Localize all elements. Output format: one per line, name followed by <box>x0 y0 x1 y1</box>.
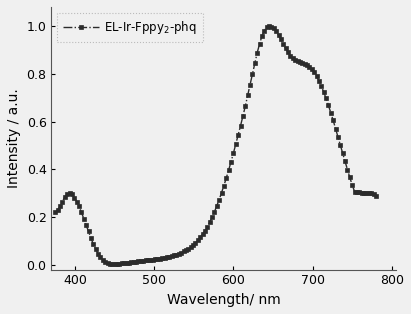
Line: EL-Ir-Fppy$_2$-phq: EL-Ir-Fppy$_2$-phq <box>53 24 378 266</box>
EL-Ir-Fppy$_2$-phq <box>319 84 324 88</box>
EL-Ir-Fppy$_2$-phq <box>53 210 58 214</box>
Y-axis label: Intensity / a.u.: Intensity / a.u. <box>7 89 21 188</box>
EL-Ir-Fppy$_2$-phq <box>179 251 184 255</box>
EL-Ir-Fppy$_2$-phq <box>91 242 96 246</box>
EL-Ir-Fppy$_2$-phq <box>316 79 321 83</box>
EL-Ir-Fppy$_2$-phq <box>321 90 326 94</box>
X-axis label: Wavelength/ nm: Wavelength/ nm <box>167 293 280 307</box>
EL-Ir-Fppy$_2$-phq <box>374 194 379 198</box>
EL-Ir-Fppy$_2$-phq <box>112 262 117 266</box>
Legend: EL-Ir-Fppy$_2$-phq: EL-Ir-Fppy$_2$-phq <box>57 13 203 42</box>
EL-Ir-Fppy$_2$-phq <box>359 191 364 194</box>
EL-Ir-Fppy$_2$-phq <box>267 24 272 28</box>
